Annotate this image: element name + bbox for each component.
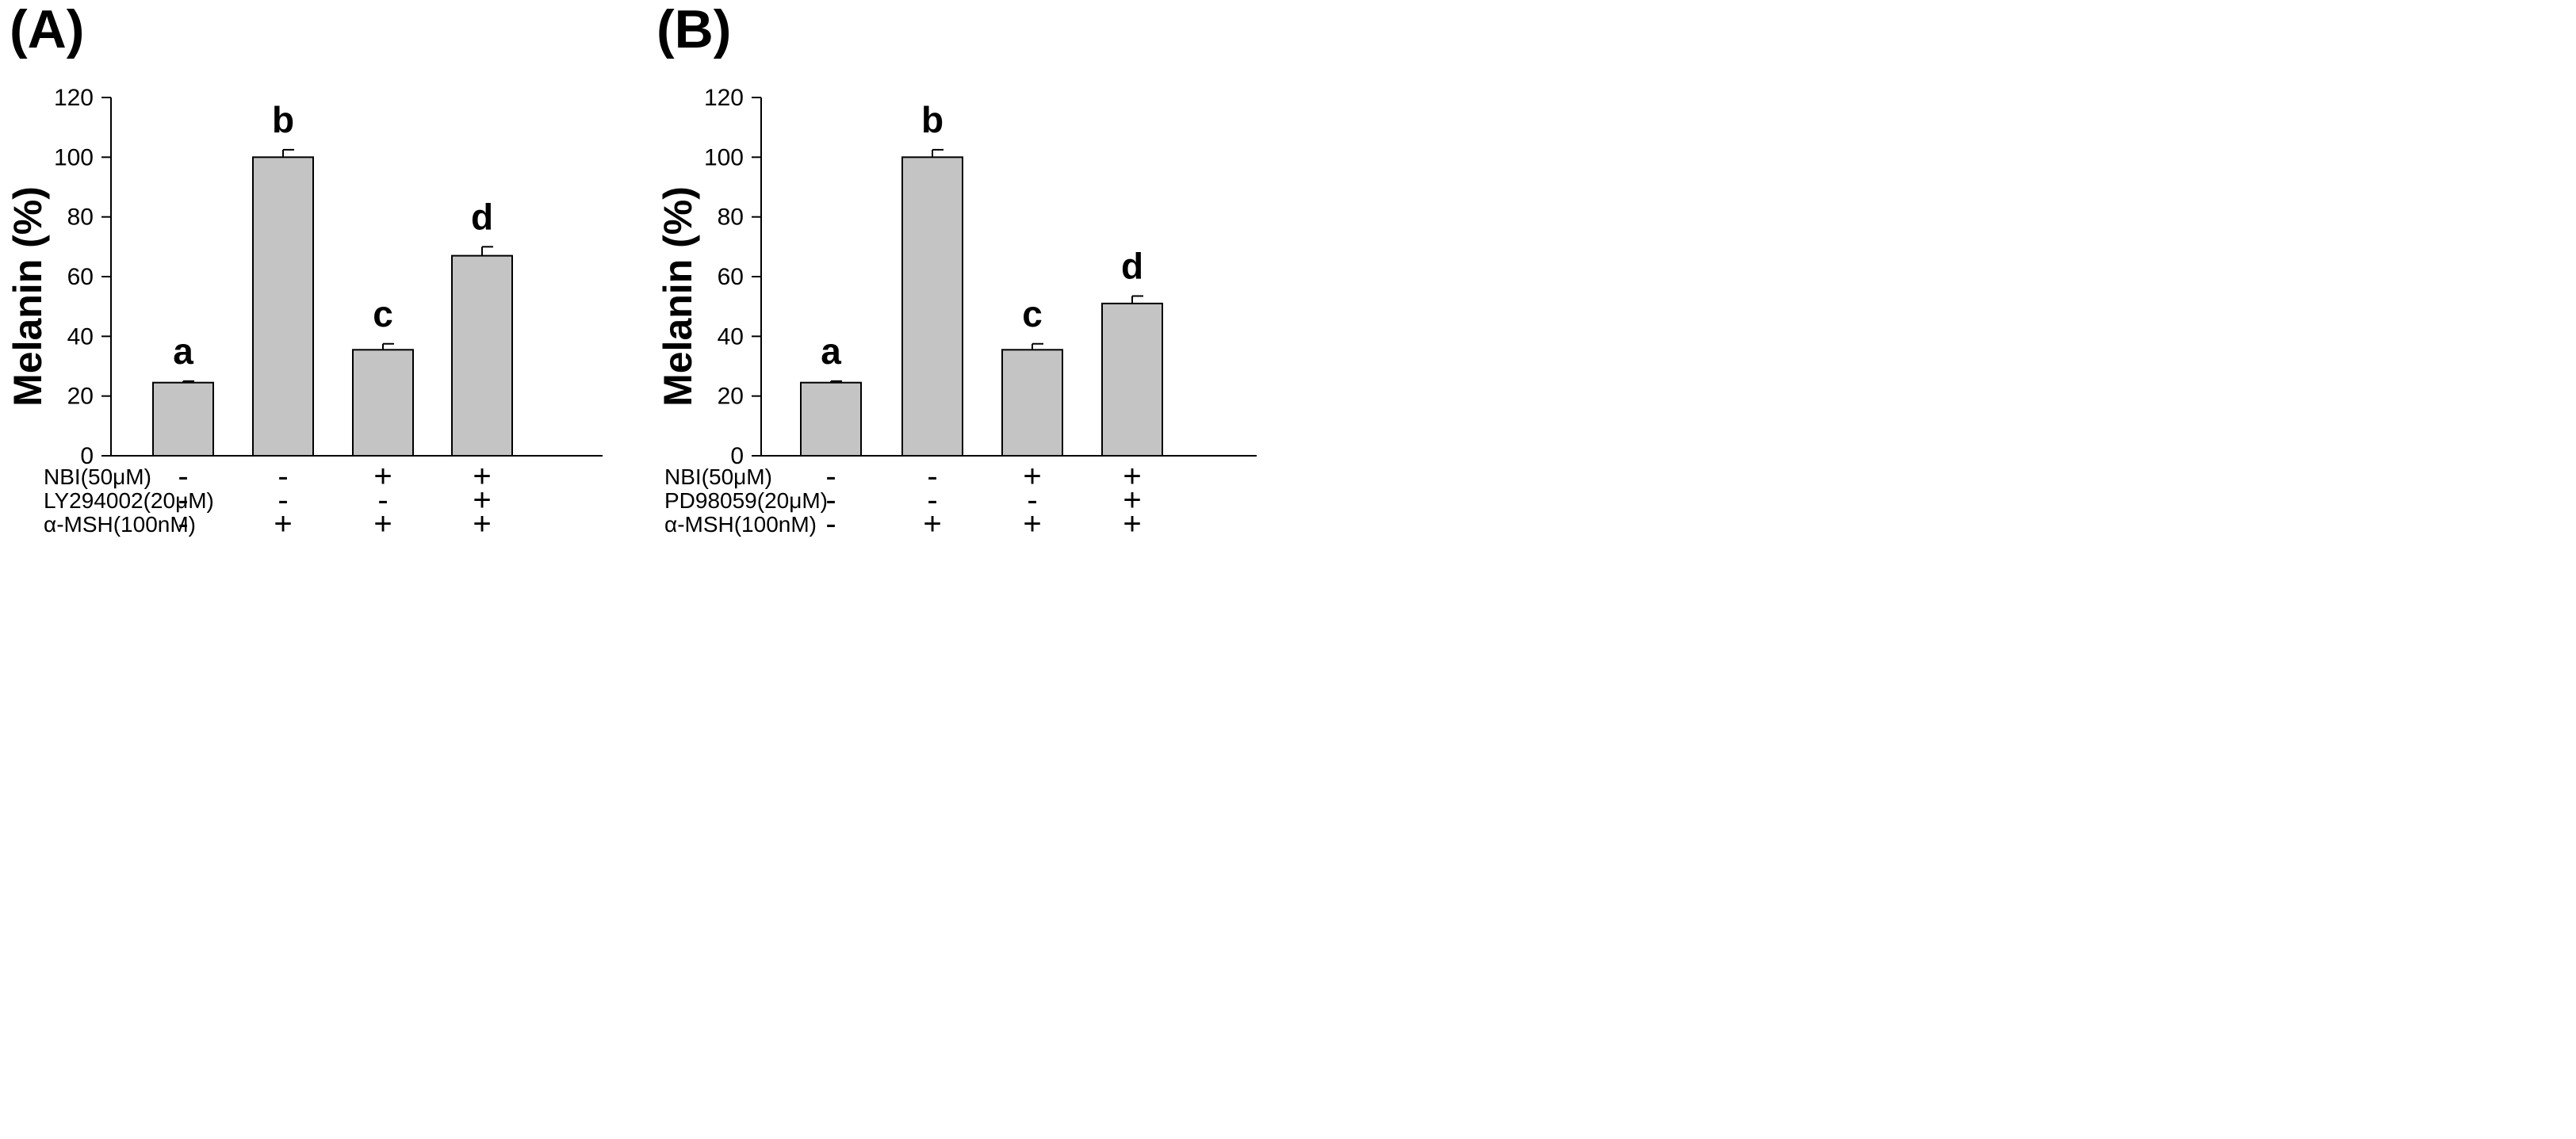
bar <box>352 349 414 457</box>
significance-letter: b <box>272 99 294 140</box>
y-tick-label: 40 <box>67 323 94 350</box>
treatment-sign: + <box>373 459 392 494</box>
significance-letter: a <box>821 331 841 372</box>
y-tick-label: 20 <box>67 384 94 410</box>
treatment-label: NBI(50μM) <box>664 464 772 489</box>
treatment-label: LY294002(20μM) <box>44 488 214 513</box>
y-tick-label: 120 <box>704 85 744 111</box>
panel-label: (A) <box>10 0 84 59</box>
y-tick-label: 20 <box>718 384 744 410</box>
treatment-sign: - <box>178 459 188 494</box>
y-tick-label: 100 <box>54 144 94 170</box>
y-tick-label: 60 <box>718 264 744 290</box>
significance-letter: d <box>471 196 493 237</box>
significance-letter: b <box>921 99 944 140</box>
treatment-sign: - <box>825 459 836 494</box>
y-tick-label: 80 <box>718 204 744 231</box>
treatment-sign: - <box>377 483 388 518</box>
treatment-sign: + <box>1123 459 1141 494</box>
significance-letter: d <box>1121 245 1143 286</box>
treatment-sign: + <box>373 506 392 541</box>
treatment-sign: - <box>278 459 288 494</box>
y-axis-title: Melanin (%) <box>656 186 700 407</box>
bar <box>451 254 513 457</box>
panel-label: (B) <box>656 0 731 59</box>
treatment-sign: + <box>1123 506 1141 541</box>
treatment-sign: + <box>923 506 941 541</box>
y-tick-label: 40 <box>718 323 744 350</box>
treatment-sign: - <box>927 483 937 518</box>
y-tick-label: 60 <box>67 264 94 290</box>
treatment-sign: + <box>473 483 491 518</box>
treatment-sign: + <box>1023 506 1041 541</box>
bar <box>252 156 314 457</box>
treatment-sign: + <box>473 506 491 541</box>
significance-letter: c <box>1022 293 1043 334</box>
treatment-sign: - <box>278 483 288 518</box>
bar <box>800 381 862 457</box>
y-tick-label: 100 <box>704 144 744 170</box>
bar <box>1101 302 1163 457</box>
bar <box>901 156 963 457</box>
treatment-sign: + <box>1123 483 1141 518</box>
treatment-sign: - <box>178 483 188 518</box>
treatment-label: α-MSH(100nM) <box>664 512 817 537</box>
treatment-sign: - <box>178 506 188 541</box>
treatment-sign: + <box>1023 459 1041 494</box>
y-tick-label: 0 <box>80 443 94 469</box>
treatment-sign: - <box>1027 483 1037 518</box>
panel-b: (B) 0 20 40 60 80 100 120 Melanin (%) a b c d NBI(50μ… <box>656 0 1257 541</box>
y-tick-label: 80 <box>67 204 94 231</box>
bar <box>152 381 214 457</box>
significance-letter: c <box>373 293 393 334</box>
treatment-sign: + <box>274 506 292 541</box>
treatment-label: α-MSH(100nM) <box>44 512 196 537</box>
treatment-sign: - <box>825 506 836 541</box>
panel-a: (A) 0 20 40 60 80 100 120 Melanin (%) a b c d NBI(50μ… <box>6 0 603 541</box>
bar <box>1001 349 1063 457</box>
treatment-sign: + <box>473 459 491 494</box>
treatment-label: NBI(50μM) <box>44 464 151 489</box>
y-tick-label: 120 <box>54 85 94 111</box>
treatment-label: PD98059(20μM) <box>664 488 828 513</box>
y-axis-title: Melanin (%) <box>6 186 50 407</box>
significance-letter: a <box>173 331 193 372</box>
treatment-sign: - <box>927 459 937 494</box>
treatment-sign: - <box>825 483 836 518</box>
y-tick-label: 0 <box>730 443 744 469</box>
